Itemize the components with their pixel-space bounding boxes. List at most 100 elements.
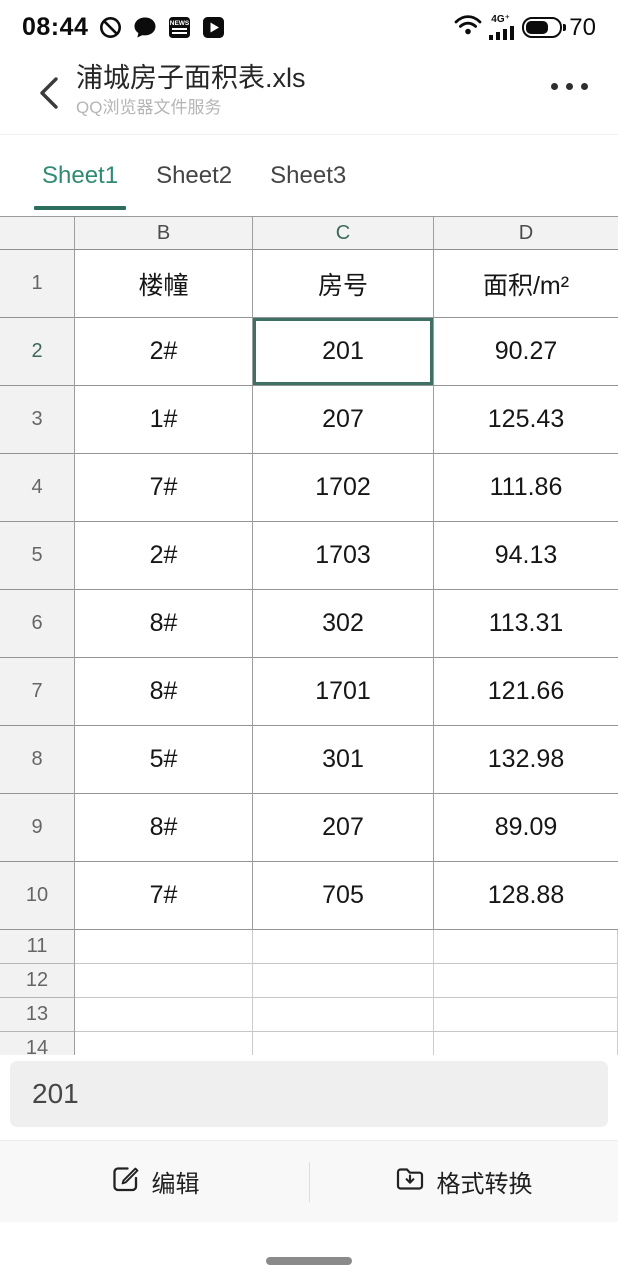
cell-B1[interactable]: 楼幢	[75, 250, 253, 318]
cellular-signal-icon: 4G⁺	[489, 15, 515, 40]
more-options-button[interactable]	[551, 83, 588, 90]
convert-download-icon	[395, 1165, 425, 1198]
cell-D12[interactable]	[434, 964, 618, 998]
cell-D11[interactable]	[434, 930, 618, 964]
cell-C10[interactable]: 705	[253, 862, 434, 930]
cell-B14[interactable]	[75, 1032, 253, 1056]
row-number-14[interactable]: 14	[0, 1032, 75, 1056]
table-row: 9 8# 207 89.09	[0, 794, 618, 862]
home-indicator[interactable]	[266, 1257, 352, 1265]
cell-C6[interactable]: 302	[253, 590, 434, 658]
table-row: 5 2# 1703 94.13	[0, 522, 618, 590]
cell-B6[interactable]: 8#	[75, 590, 253, 658]
cell-D4[interactable]: 111.86	[434, 454, 618, 522]
row-number-10[interactable]: 10	[0, 862, 75, 930]
column-header-d[interactable]: D	[434, 217, 618, 250]
table-row: 12	[0, 964, 618, 998]
table-row: 8 5# 301 132.98	[0, 726, 618, 794]
table-row: 4 7# 1702 111.86	[0, 454, 618, 522]
cell-C11[interactable]	[253, 930, 434, 964]
row-number-5[interactable]: 5	[0, 522, 75, 590]
cell-value-input[interactable]: 201	[10, 1061, 608, 1127]
file-header: 浦城房子面积表.xls QQ浏览器文件服务	[0, 55, 618, 135]
cell-B7[interactable]: 8#	[75, 658, 253, 726]
cell-C1[interactable]: 房号	[253, 250, 434, 318]
cell-D13[interactable]	[434, 998, 618, 1032]
cell-B12[interactable]	[75, 964, 253, 998]
cell-B3[interactable]: 1#	[75, 386, 253, 454]
tab-sheet3[interactable]: Sheet3	[270, 161, 347, 189]
table-row: 2 2# 201 90.27	[0, 318, 618, 386]
cell-C8[interactable]: 301	[253, 726, 434, 794]
chat-bubble-icon	[133, 16, 157, 39]
cell-D14[interactable]	[434, 1032, 618, 1056]
cell-C4[interactable]: 1702	[253, 454, 434, 522]
cell-B10[interactable]: 7#	[75, 862, 253, 930]
cell-C13[interactable]	[253, 998, 434, 1032]
column-header-b[interactable]: B	[75, 217, 253, 250]
spreadsheet-grid: B C D 1 楼幢 房号 面积/m² 2 2# 201 90.27 3 1# 207 125.43 4 7# 1…	[0, 216, 618, 1056]
table-row: 3 1# 207 125.43	[0, 386, 618, 454]
select-all-corner[interactable]	[0, 217, 75, 250]
cell-D9[interactable]: 89.09	[434, 794, 618, 862]
column-header-c[interactable]: C	[253, 217, 434, 250]
row-number-11[interactable]: 11	[0, 930, 75, 964]
row-number-1[interactable]: 1	[0, 250, 75, 318]
cell-B2[interactable]: 2#	[75, 318, 253, 386]
table-row: 13	[0, 998, 618, 1032]
toolbar-divider	[309, 1162, 310, 1202]
cell-D8[interactable]: 132.98	[434, 726, 618, 794]
row-number-12[interactable]: 12	[0, 964, 75, 998]
video-app-icon	[202, 16, 225, 39]
tab-sheet1[interactable]: Sheet1	[33, 135, 127, 216]
cell-C14[interactable]	[253, 1032, 434, 1056]
row-number-4[interactable]: 4	[0, 454, 75, 522]
cell-value-bar: 201	[0, 1055, 618, 1140]
cell-B8[interactable]: 5#	[75, 726, 253, 794]
cell-D1[interactable]: 面积/m²	[434, 250, 618, 318]
cell-C12[interactable]	[253, 964, 434, 998]
cell-B9[interactable]: 8#	[75, 794, 253, 862]
svg-text:NEWS: NEWS	[170, 20, 190, 27]
cell-D5[interactable]: 94.13	[434, 522, 618, 590]
file-title: 浦城房子面积表.xls	[76, 63, 306, 93]
table-row: 10 7# 705 128.88	[0, 862, 618, 930]
format-convert-button[interactable]: 格式转换	[309, 1141, 618, 1222]
cell-D6[interactable]: 113.31	[434, 590, 618, 658]
row-number-6[interactable]: 6	[0, 590, 75, 658]
table-row: 1 楼幢 房号 面积/m²	[0, 250, 618, 318]
cell-B11[interactable]	[75, 930, 253, 964]
cell-C7[interactable]: 1701	[253, 658, 434, 726]
bottom-toolbar: 编辑 格式转换	[0, 1140, 618, 1222]
cell-B13[interactable]	[75, 998, 253, 1032]
edit-button-label: 编辑	[151, 1171, 200, 1198]
cell-B4[interactable]: 7#	[75, 454, 253, 522]
tab-sheet2[interactable]: Sheet2	[156, 161, 233, 189]
row-number-9[interactable]: 9	[0, 794, 75, 862]
table-row: 11	[0, 930, 618, 964]
edit-button[interactable]: 编辑	[0, 1141, 309, 1222]
back-button[interactable]	[34, 73, 64, 113]
cell-D10[interactable]: 128.88	[434, 862, 618, 930]
row-number-8[interactable]: 8	[0, 726, 75, 794]
battery-icon	[522, 17, 567, 38]
news-app-icon: NEWS	[168, 16, 191, 39]
cell-B5[interactable]: 2#	[75, 522, 253, 590]
wifi-icon	[454, 14, 482, 41]
cell-C5[interactable]: 1703	[253, 522, 434, 590]
table-row: 6 8# 302 113.31	[0, 590, 618, 658]
row-number-2[interactable]: 2	[0, 318, 75, 386]
cell-C3[interactable]: 207	[253, 386, 434, 454]
cell-D2[interactable]: 90.27	[434, 318, 618, 386]
row-number-7[interactable]: 7	[0, 658, 75, 726]
cell-C2-selected[interactable]: 201	[253, 318, 434, 386]
format-convert-label: 格式转换	[436, 1171, 533, 1198]
row-number-3[interactable]: 3	[0, 386, 75, 454]
cell-D3[interactable]: 125.43	[434, 386, 618, 454]
cell-D7[interactable]: 121.66	[434, 658, 618, 726]
cell-C9[interactable]: 207	[253, 794, 434, 862]
row-number-13[interactable]: 13	[0, 998, 75, 1032]
edit-pencil-icon	[110, 1164, 140, 1199]
